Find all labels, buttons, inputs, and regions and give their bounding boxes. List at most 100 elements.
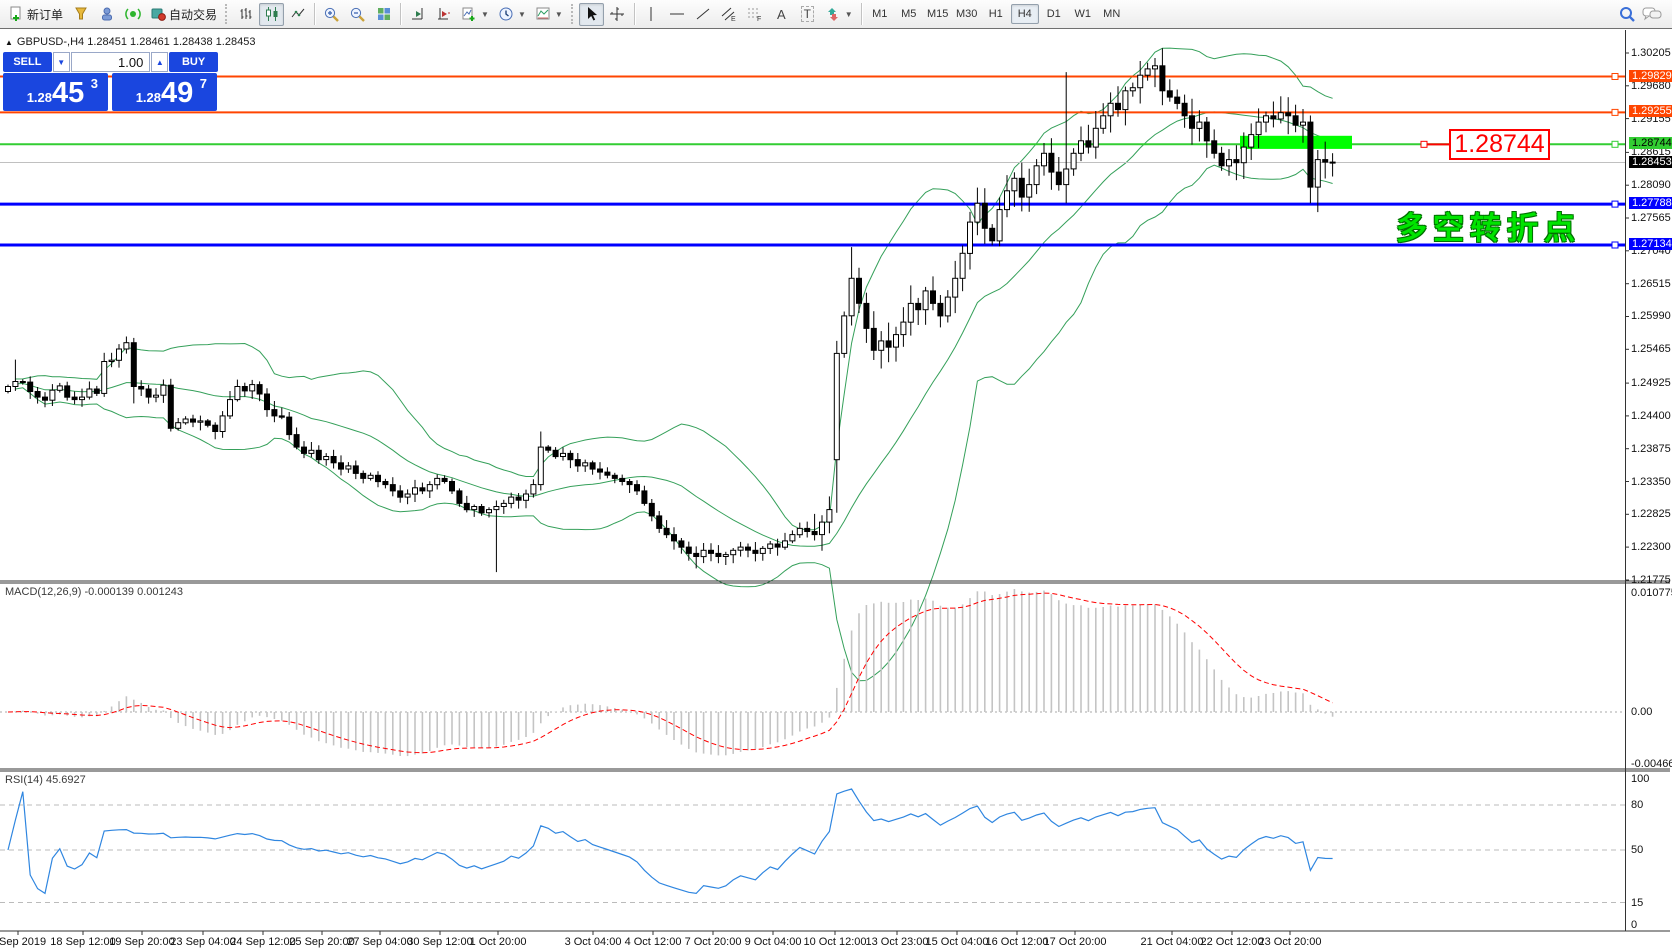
dropdown-caret: ▼ <box>481 9 489 19</box>
highlight-zone[interactable] <box>1240 135 1352 149</box>
price-tick-label: 1.27565 <box>1631 212 1671 225</box>
tile-windows-button[interactable] <box>371 3 396 26</box>
time-tick-label: 7 Oct 20:00 <box>684 936 742 948</box>
timeframe-button-m1[interactable]: M1 <box>872 8 888 20</box>
price-tick-label: 1.25990 <box>1631 310 1671 323</box>
sell-price-button[interactable]: 1.28 45 3 <box>3 73 108 111</box>
price-chart-surface[interactable] <box>0 30 1672 949</box>
text-tool-button[interactable]: A <box>769 3 794 26</box>
timeframe-button-m30[interactable]: M30 <box>956 8 978 20</box>
dropdown-caret: ▼ <box>517 9 526 19</box>
price-tick-label: 1.28615 <box>1631 146 1671 159</box>
sell-button[interactable]: SELL <box>3 52 52 72</box>
horizontal-line-objects <box>0 73 1625 249</box>
text-label-tool-button[interactable]: T <box>795 3 820 26</box>
price-tick-label: 1.29680 <box>1631 79 1671 92</box>
price-callout-text: 1.28744 <box>1454 130 1545 158</box>
vertical-line-tool-button[interactable] <box>639 3 664 26</box>
sell-price-sup: 3 <box>90 76 98 91</box>
symbol-ohlc-text: GBPUSD-,H4 1.28451 1.28461 1.28438 1.284… <box>16 36 256 48</box>
timeframe-group: M1 M5 M15 M30 H1 H4 D1 W1 MN <box>866 4 1126 24</box>
channel-icon: E <box>721 7 736 22</box>
horizontal-line-tool-button[interactable] <box>665 3 690 26</box>
price-tick-label: 1.22825 <box>1631 508 1671 521</box>
zoom-out-button[interactable] <box>345 3 370 26</box>
dropdown-caret: ▼ <box>554 9 563 19</box>
timeframe-button-m15[interactable]: M15 <box>927 8 949 20</box>
timeframe-button-h4[interactable]: H4 <box>1010 4 1039 24</box>
buy-button[interactable]: BUY <box>169 52 218 72</box>
macd-axis-label: -0.004668 <box>1631 758 1672 770</box>
timeframe-button-m5[interactable]: M5 <box>901 8 917 20</box>
clock-icon <box>499 7 513 21</box>
volume-decrease-button[interactable]: ▼ <box>52 52 70 72</box>
macd-axis-label: 0.010775 <box>1631 587 1672 599</box>
candlestick-chart-button[interactable] <box>259 2 285 26</box>
cursor-tool-button[interactable] <box>578 2 604 26</box>
time-tick-label: 22 Oct 12:00 <box>1200 936 1264 948</box>
main-toolbar: 新订单 自动交易 <box>0 0 1672 29</box>
indicators-button[interactable]: ▼ <box>457 3 493 26</box>
time-tick-label: 21 Oct 04:00 <box>1140 936 1204 948</box>
timeframe-button-w1[interactable]: W1 <box>1074 8 1091 20</box>
price-callout-label[interactable]: 1.28744 <box>1449 129 1550 160</box>
zoom-out-icon <box>350 7 365 22</box>
tile-windows-icon <box>377 8 390 20</box>
sell-price-big: 45 <box>52 77 85 109</box>
volume-input[interactable]: 1.00 <box>70 52 151 72</box>
buy-price-small: 1.28 <box>135 90 162 105</box>
new-order-button[interactable]: 新订单 <box>4 3 67 26</box>
toolbar-right <box>1619 6 1668 23</box>
equidistant-channel-tool-button[interactable]: E <box>717 3 742 26</box>
zoom-in-button[interactable] <box>319 3 344 26</box>
timeframe-button-d1[interactable]: D1 <box>1046 8 1061 20</box>
search-icon[interactable] <box>1619 6 1636 23</box>
collapse-arrow-icon[interactable]: ▲ <box>5 38 13 47</box>
time-tick-label: 16 Oct 12:00 <box>985 936 1049 948</box>
sell-price-small: 1.28 <box>26 90 53 105</box>
signals-button[interactable] <box>120 3 145 26</box>
rsi-axis-label: 15 <box>1631 896 1644 909</box>
chart-shift-button[interactable] <box>431 3 456 26</box>
macd-histogram <box>14 589 1334 757</box>
price-tick-label: 1.30205 <box>1631 47 1671 59</box>
chat-icon[interactable] <box>1642 6 1662 22</box>
crosshair-tool-button[interactable] <box>605 3 630 26</box>
one-click-trade-panel: SELL ▼ 1.00 ▲ BUY 1.28 45 3 1.28 49 7 <box>3 52 218 111</box>
time-tick-label: 13 Oct 23:00 <box>865 936 929 948</box>
price-line-label: 1.28744 <box>1629 137 1672 150</box>
volume-increase-button[interactable]: ▲ <box>151 52 169 72</box>
timeframe-button-h1[interactable]: H1 <box>988 8 1003 20</box>
price-tick-label: 1.24400 <box>1631 409 1671 422</box>
price-tick-label: 1.24925 <box>1631 377 1671 390</box>
periods-button[interactable]: ▼ <box>494 3 530 26</box>
text-tool-icon: A <box>776 6 786 22</box>
market-watch-button[interactable] <box>68 3 93 26</box>
fibonacci-icon: F <box>748 8 762 22</box>
chart-shift-icon <box>437 8 450 20</box>
data-window-button[interactable] <box>94 3 119 26</box>
price-line-label: 1.27134 <box>1629 237 1672 250</box>
time-tick-label: 4 Oct 12:00 <box>624 936 682 948</box>
auto-scroll-button[interactable] <box>405 3 430 26</box>
templates-button[interactable]: ▼ <box>531 3 567 26</box>
auto-trading-button[interactable]: 自动交易 <box>146 3 221 26</box>
candlesticks <box>5 48 1336 573</box>
rsi-axis-label: 0 <box>1631 919 1638 931</box>
current-price-label: 1.28453 <box>1629 155 1672 168</box>
fibonacci-tool-button[interactable]: F <box>743 3 768 26</box>
chinese-annotation[interactable]: 多空转折点 <box>1396 211 1581 246</box>
trendline-tool-button[interactable] <box>691 3 716 26</box>
arrows-tool-button[interactable]: ▼ <box>821 3 857 26</box>
price-tick-label: 1.26515 <box>1631 277 1671 290</box>
time-tick-label: 23 Sep 04:00 <box>170 936 236 948</box>
line-chart-button[interactable] <box>285 3 310 26</box>
bar-chart-button[interactable] <box>233 3 258 26</box>
auto-trading-label: 自动交易 <box>169 7 218 22</box>
price-line-label: 1.29255 <box>1629 105 1672 118</box>
buy-price-button[interactable]: 1.28 49 7 <box>112 73 217 111</box>
trade-panel-price-row: 1.28 45 3 1.28 49 7 <box>3 73 218 111</box>
timeframe-button-mn[interactable]: MN <box>1103 8 1121 20</box>
trendline-icon <box>696 8 710 20</box>
price-tick-label: 1.22300 <box>1631 541 1671 554</box>
